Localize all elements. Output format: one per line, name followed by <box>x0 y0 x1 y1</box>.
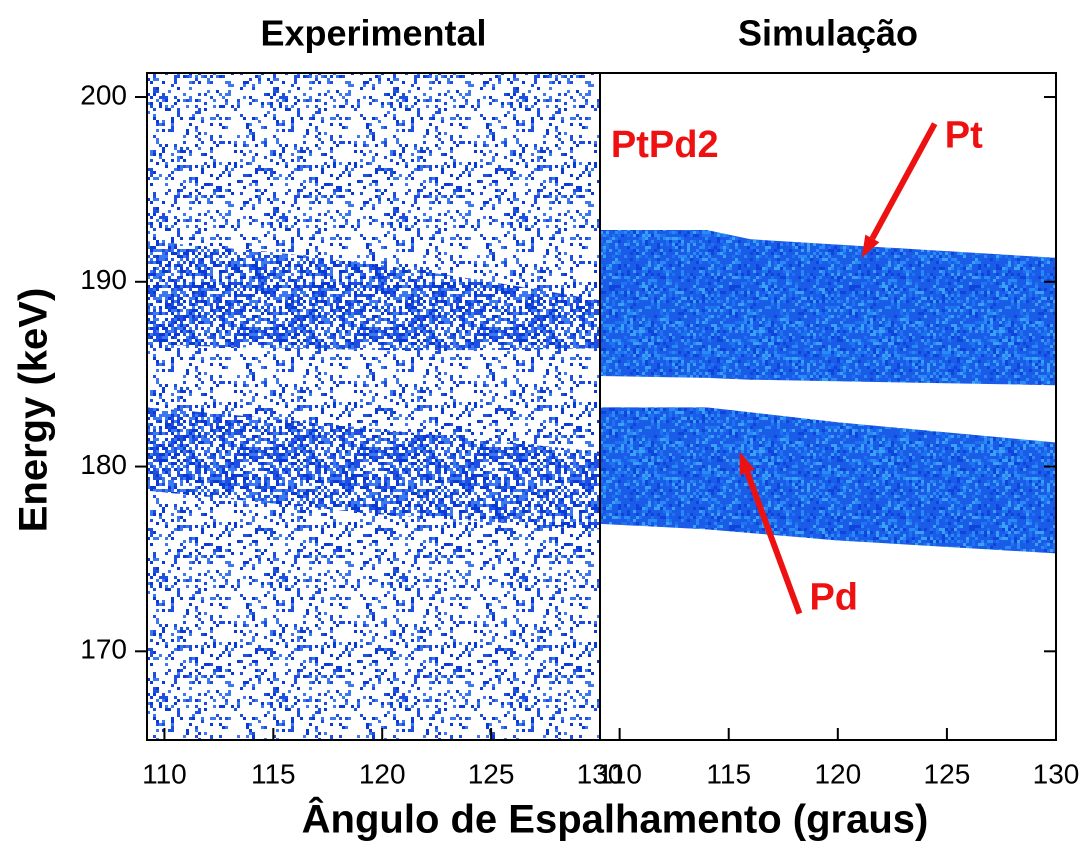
y-tick-label: 170 <box>80 634 127 665</box>
x-tick-label: 130 <box>1033 758 1080 789</box>
band <box>600 407 1056 554</box>
x-tick-label: 115 <box>251 758 296 789</box>
annotation-arrow <box>744 471 803 615</box>
y-axis-label: Energy (keV) <box>12 288 56 533</box>
x-axis-label: Ângulo de Espalhamento (graus) <box>302 796 929 842</box>
y-tick-label: 180 <box>80 449 127 480</box>
annotation: Pd <box>809 577 858 619</box>
panel-title: Simulação <box>738 13 918 54</box>
x-tick-label: 110 <box>142 758 187 789</box>
annotation: PtPd2 <box>611 124 719 166</box>
annotation-arrow <box>869 122 938 240</box>
band <box>147 407 600 530</box>
annotation-arrowhead <box>861 234 880 258</box>
x-tick-label: 115 <box>706 758 751 789</box>
band <box>147 241 600 351</box>
x-tick-label: 110 <box>597 758 642 789</box>
background-counts <box>147 73 600 740</box>
x-tick-label: 120 <box>814 758 861 789</box>
y-tick-label: 190 <box>80 264 127 295</box>
plot-frame <box>599 72 1057 741</box>
annotation: Pt <box>945 115 983 157</box>
x-tick-label: 125 <box>924 758 971 789</box>
band <box>600 230 1056 386</box>
x-tick-label: 120 <box>359 758 406 789</box>
y-tick-label: 200 <box>80 79 127 110</box>
x-tick-label: 130 <box>577 758 624 789</box>
panel-title: Experimental <box>260 13 486 54</box>
x-tick-label: 125 <box>468 758 515 789</box>
annotation-arrowhead <box>739 451 755 476</box>
